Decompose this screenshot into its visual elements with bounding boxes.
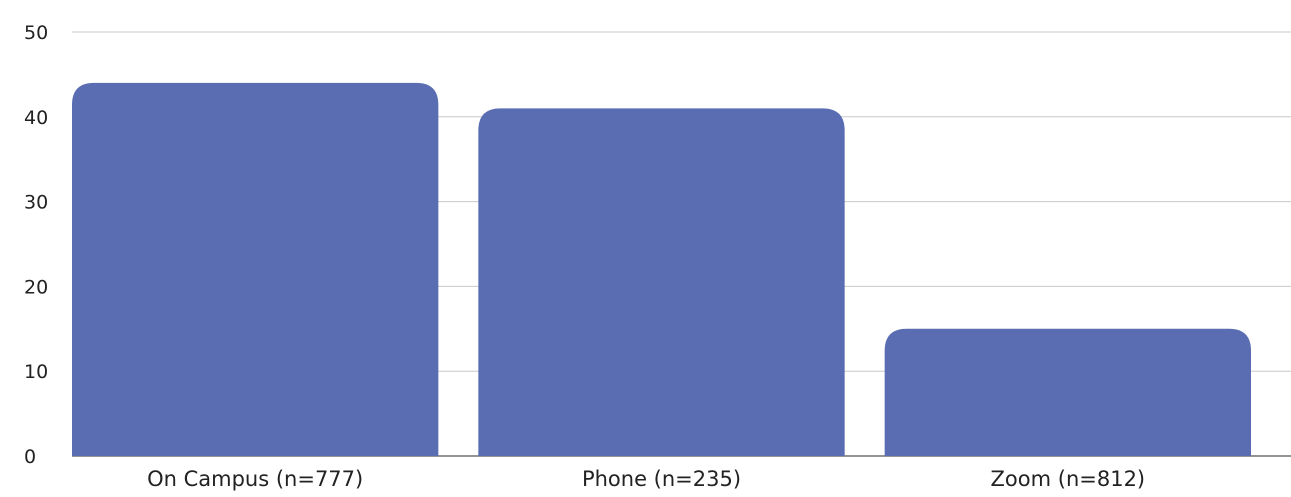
bar-1 [478, 108, 845, 456]
y-axis-ticks: 0 10 20 30 40 50 [24, 22, 48, 468]
x-category-label: On Campus (n=777) [147, 467, 363, 491]
y-tick-label: 40 [24, 107, 48, 129]
y-tick-label: 30 [24, 192, 48, 214]
y-tick-label: 10 [24, 361, 48, 383]
bar-layer [72, 82, 1251, 456]
y-tick-label: 50 [24, 22, 48, 44]
y-tick-label: 0 [24, 446, 36, 468]
y-tick-label: 20 [24, 276, 48, 298]
x-category-label: Phone (n=235) [582, 467, 741, 491]
x-axis-labels: On Campus (n=777) Phone (n=235) Zoom (n=81… [147, 467, 1145, 491]
bar-0 [72, 82, 439, 456]
bar-2 [884, 328, 1251, 456]
x-category-label: Zoom (n=812) [991, 467, 1146, 491]
